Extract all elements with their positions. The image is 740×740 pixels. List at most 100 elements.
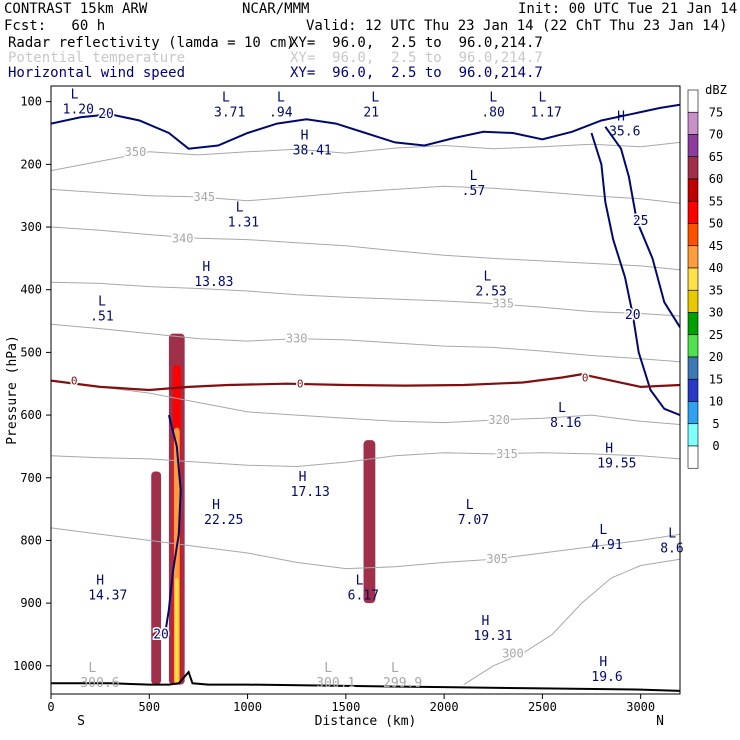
- freezing-level-label-0: 0: [71, 375, 78, 388]
- colorbar-level-11: 20: [709, 350, 723, 364]
- wind-label-0: 20: [98, 107, 114, 122]
- theta-label-2: 340: [172, 231, 194, 245]
- y-tick-label-1: 200: [20, 157, 42, 171]
- y-tick-label-9: 1000: [13, 659, 42, 673]
- theta-contour-8: [463, 558, 680, 686]
- field-wind-xy: XY= 96.0, 2.5 to 96.0,214.7: [290, 65, 543, 81]
- theta-label-0: 350: [125, 145, 147, 159]
- reflectivity-cell-5: [363, 440, 376, 604]
- hl-kind-5: L: [538, 91, 546, 106]
- hl-kind-12: L: [98, 294, 106, 309]
- colorbar-swatch-16: [687, 445, 699, 469]
- reflectivity-layer: [151, 333, 376, 685]
- field-theta-name: Potential temperature: [8, 50, 186, 66]
- hl-value-22: 19.31: [473, 629, 512, 644]
- hl-value-17: 7.07: [458, 513, 489, 528]
- hl-value-2: .94: [269, 106, 293, 121]
- hl-value-16: 22.25: [204, 513, 243, 528]
- hl-value-9: 1.31: [228, 215, 259, 230]
- center-name: NCAR/MMM: [242, 1, 310, 17]
- colorbar-level-0: 75: [709, 105, 723, 119]
- x-tick-label-0: 0: [47, 700, 54, 714]
- colorbar-level-1: 70: [709, 128, 723, 142]
- hl-value-4: .80: [481, 106, 504, 121]
- hl-kind-2: L: [277, 91, 285, 106]
- hl-kind-10: H: [202, 260, 210, 275]
- wind-contours: 20 25 20 20: [51, 103, 680, 644]
- y-tick-label-5: 600: [20, 408, 42, 422]
- colorbar-swatch-6: [687, 223, 699, 247]
- hl-kind-6: H: [301, 128, 309, 143]
- x-tick-label-4: 2000: [430, 700, 459, 714]
- colorbar-swatch-2: [687, 134, 699, 158]
- theta-contour-7: [51, 527, 680, 570]
- hl-value-18: 4.91: [591, 538, 622, 553]
- hl-kind-18: L: [599, 523, 607, 538]
- hl-kind-3: L: [371, 91, 379, 106]
- field-reflectivity-xy: XY= 96.0, 2.5 to 96.0,214.7: [290, 35, 543, 51]
- freezing-level-label-1: 0: [297, 378, 304, 391]
- hl-kind-19: L: [668, 526, 676, 541]
- hl-kind-14: H: [605, 442, 613, 457]
- hl-kind-20: H: [96, 573, 104, 588]
- theta-contour-1: [51, 185, 680, 204]
- colorbar-level-14: 5: [712, 417, 719, 431]
- theta-label-6: 315: [496, 447, 518, 461]
- theta-contour-0: [51, 141, 680, 172]
- theta-contour-3: [51, 281, 680, 317]
- reflectivity-cell-4: [174, 578, 179, 685]
- wind-contour-2: [590, 132, 680, 417]
- hl-kind-9: L: [236, 200, 244, 215]
- forecast-hour: Fcst: 60 h: [4, 18, 106, 34]
- colorbar-swatch-7: [687, 245, 699, 269]
- valid-time: Valid: 12 UTC Thu 23 Jan 14 (22 ChT Thu …: [306, 18, 728, 34]
- theta-contour-5: [51, 380, 680, 425]
- hl-value-12: .51: [90, 309, 113, 324]
- init-time: Init: 00 UTC Tue 21 Jan 14: [518, 1, 738, 17]
- x-axis-end-label: N: [656, 714, 664, 729]
- hl-kind-1: L: [222, 91, 230, 106]
- terrain: [51, 670, 680, 692]
- hl-value-5: 1.17: [530, 106, 561, 121]
- x-tick-label-3: 1500: [331, 700, 360, 714]
- hl-value-23: 19.6: [591, 670, 622, 685]
- colorbar-level-15: 0: [712, 439, 719, 453]
- hl-value-10: 13.83: [194, 275, 233, 290]
- hl-kind-0: L: [71, 88, 79, 103]
- hl-value-13: 8.16: [550, 416, 581, 431]
- hl-value-0: 1.20: [63, 103, 94, 118]
- hl-value-25: 299.9: [383, 676, 422, 691]
- hl-kind-22: H: [481, 614, 489, 629]
- hl-kind-4: L: [489, 91, 497, 106]
- high-low-labels: L1.20L3.71L.94L21L.80L1.17H38.41H35.6L.5…: [63, 88, 684, 692]
- hl-value-21: 6.17: [348, 588, 379, 603]
- wind-label-3: 20: [153, 627, 169, 642]
- hl-value-24: 300.1: [316, 676, 355, 691]
- theta-contour-2: [51, 226, 680, 271]
- colorbar-swatch-10: [687, 312, 699, 336]
- hl-value-7: 35.6: [609, 124, 640, 139]
- wind-contour-1: [604, 126, 680, 328]
- colorbar-swatch-0: [687, 89, 699, 113]
- model-name: CONTRAST 15km ARW: [4, 1, 148, 17]
- theta-contour-4: [51, 323, 680, 363]
- terrain-line: [51, 670, 680, 692]
- theta-label-1: 345: [193, 190, 215, 204]
- colorbar-level-4: 55: [709, 194, 723, 208]
- y-tick-label-4: 500: [20, 345, 42, 359]
- colorbar-swatch-15: [687, 423, 699, 447]
- hl-kind-25: L: [391, 661, 399, 676]
- colorbar-swatch-8: [687, 267, 699, 291]
- colorbar-swatch-12: [687, 356, 699, 380]
- y-tick-label-3: 400: [20, 283, 42, 297]
- hl-value-19: 8.6: [660, 541, 683, 556]
- freezing-level-label-2: 0: [582, 371, 589, 384]
- hl-kind-15: H: [299, 470, 307, 485]
- hl-value-20: 14.37: [88, 588, 127, 603]
- hl-kind-7: H: [617, 109, 625, 124]
- theta-label-8: 300: [502, 646, 524, 660]
- reflectivity-cell-0: [151, 471, 162, 685]
- colorbar-level-8: 35: [709, 283, 723, 297]
- colorbar-swatch-9: [687, 289, 699, 313]
